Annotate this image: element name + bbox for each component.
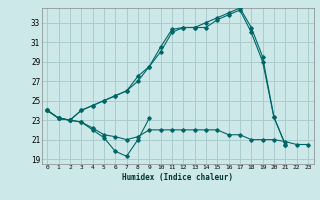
X-axis label: Humidex (Indice chaleur): Humidex (Indice chaleur) (122, 173, 233, 182)
